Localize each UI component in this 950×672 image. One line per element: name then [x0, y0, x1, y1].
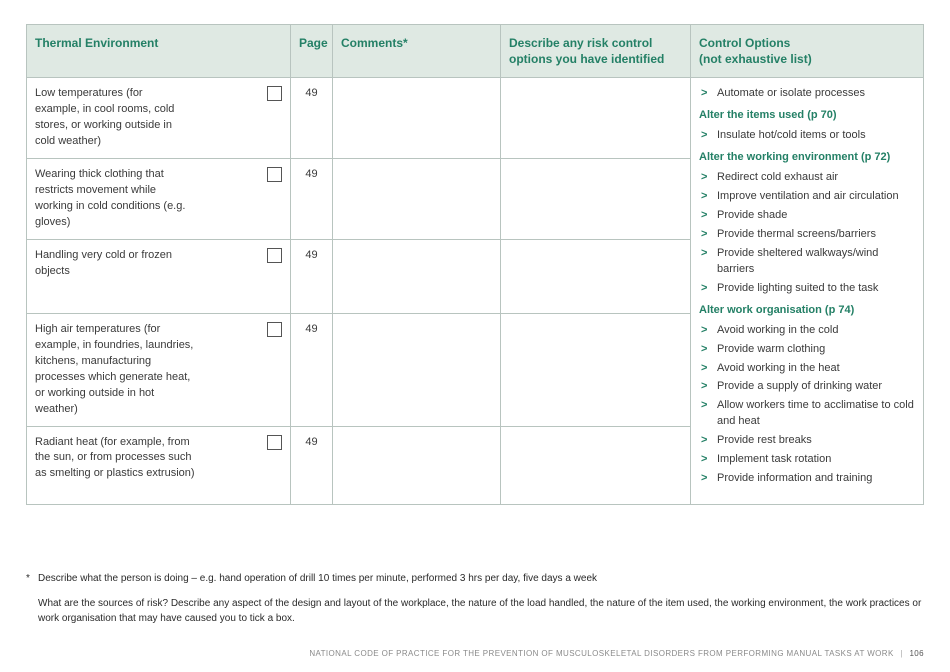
row-checkbox[interactable] [267, 167, 282, 182]
comments-cell[interactable] [333, 78, 501, 159]
describe-cell[interactable] [501, 313, 691, 426]
option-item: Provide sheltered walkways/wind barriers [699, 246, 915, 278]
thermal-cell: Radiant heat (for example, from the sun,… [27, 426, 291, 504]
header-options-line1: Control Options [699, 36, 790, 50]
option-item: Automate or isolate processes [699, 86, 915, 102]
option-item: Provide information and training [699, 471, 915, 487]
thermal-cell: High air temperatures (for example, in f… [27, 313, 291, 426]
thermal-cell: Handling very cold or frozen objects [27, 239, 291, 313]
header-options-line2: (not exhaustive list) [699, 52, 812, 66]
header-options: Control Options (not exhaustive list) [691, 25, 924, 78]
comments-cell[interactable] [333, 426, 501, 504]
header-thermal: Thermal Environment [27, 25, 291, 78]
page-cell: 49 [291, 426, 333, 504]
option-item: Insulate hot/cold items or tools [699, 128, 915, 144]
option-item: Allow workers time to acclimatise to col… [699, 398, 915, 430]
options-g3: Avoid working in the cold Provide warm c… [699, 323, 915, 487]
option-item: Provide warm clothing [699, 342, 915, 358]
describe-cell[interactable] [501, 159, 691, 240]
table-row: Low temperatures (for example, in cool r… [27, 78, 924, 159]
option-item: Avoid working in the heat [699, 361, 915, 377]
options-heading: Alter the working environment (p 72) [699, 150, 915, 166]
page-cell: 49 [291, 239, 333, 313]
option-item: Redirect cold exhaust air [699, 170, 915, 186]
comments-cell[interactable] [333, 313, 501, 426]
thermal-cell: Wearing thick clothing that restricts mo… [27, 159, 291, 240]
header-page: Page [291, 25, 333, 78]
footnote-2: What are the sources of risk? Describe a… [26, 596, 924, 626]
comments-cell[interactable] [333, 159, 501, 240]
footer-title: NATIONAL CODE OF PRACTICE FOR THE PREVEN… [309, 649, 893, 658]
option-item: Provide shade [699, 208, 915, 224]
header-describe: Describe any risk control options you ha… [501, 25, 691, 78]
page-cell: 49 [291, 78, 333, 159]
thermal-text: Low temperatures (for example, in cool r… [35, 86, 185, 150]
page-footer: NATIONAL CODE OF PRACTICE FOR THE PREVEN… [309, 649, 924, 658]
page-cell: 49 [291, 159, 333, 240]
options-top: Automate or isolate processes [699, 86, 915, 102]
footnotes: Describe what the person is doing – e.g.… [26, 571, 924, 626]
row-checkbox[interactable] [267, 86, 282, 101]
describe-cell[interactable] [501, 426, 691, 504]
footer-separator: | [900, 649, 902, 658]
comments-cell[interactable] [333, 239, 501, 313]
describe-cell[interactable] [501, 78, 691, 159]
control-options-cell: Automate or isolate processes Alter the … [691, 78, 924, 504]
thermal-text: Handling very cold or frozen objects [35, 248, 185, 280]
option-item: Provide thermal screens/barriers [699, 227, 915, 243]
page-cell: 49 [291, 313, 333, 426]
options-g1: Insulate hot/cold items or tools [699, 128, 915, 144]
footnote-1: Describe what the person is doing – e.g.… [26, 571, 924, 586]
options-heading: Alter the items used (p 70) [699, 108, 915, 124]
header-comments: Comments* [333, 25, 501, 78]
table-header-row: Thermal Environment Page Comments* Descr… [27, 25, 924, 78]
footer-page-number: 106 [909, 649, 924, 658]
option-item: Implement task rotation [699, 452, 915, 468]
options-heading: Alter work organisation (p 74) [699, 303, 915, 319]
option-item: Improve ventilation and air circulation [699, 189, 915, 205]
row-checkbox[interactable] [267, 435, 282, 450]
thermal-text: Radiant heat (for example, from the sun,… [35, 435, 205, 483]
row-checkbox[interactable] [267, 248, 282, 263]
thermal-text: Wearing thick clothing that restricts mo… [35, 167, 195, 231]
thermal-text: High air temperatures (for example, in f… [35, 322, 195, 418]
option-item: Provide lighting suited to the task [699, 281, 915, 297]
options-g2: Redirect cold exhaust air Improve ventil… [699, 170, 915, 297]
thermal-cell: Low temperatures (for example, in cool r… [27, 78, 291, 159]
option-item: Provide a supply of drinking water [699, 379, 915, 395]
option-item: Provide rest breaks [699, 433, 915, 449]
describe-cell[interactable] [501, 239, 691, 313]
option-item: Avoid working in the cold [699, 323, 915, 339]
row-checkbox[interactable] [267, 322, 282, 337]
risk-assessment-table: Thermal Environment Page Comments* Descr… [26, 24, 924, 505]
